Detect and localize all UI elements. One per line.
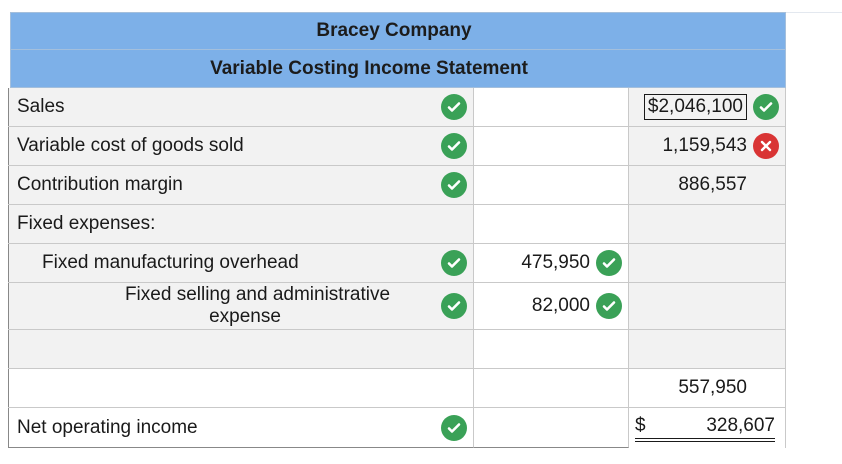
total-fixed-amount-cell: 557,950: [629, 369, 786, 407]
sales-label-cell[interactable]: Sales: [8, 88, 474, 126]
top-divider: [786, 12, 842, 13]
vcogs-amount-cell[interactable]: 1,159,543: [629, 127, 786, 165]
noi-mid-cell: [474, 408, 629, 448]
fmo-amount: 475,950: [521, 252, 590, 273]
fmo-right-cell: [629, 244, 786, 282]
noi-amount: 328,607: [706, 414, 775, 436]
fmo-amount-cell[interactable]: 475,950: [474, 244, 629, 282]
total-fixed-mid-cell: [474, 369, 629, 407]
statement-title: Variable Costing Income Statement: [10, 50, 786, 88]
noi-label: Net operating income: [17, 416, 198, 438]
row-fixed-selling-admin: Fixed selling and administrative expense…: [8, 283, 786, 330]
check-circle-icon: [596, 250, 622, 276]
blank-mid-cell[interactable]: [474, 330, 629, 368]
row-total-fixed: 557,950: [8, 369, 786, 408]
noi-currency: $: [635, 414, 646, 436]
fsa-amount: 82,000: [531, 295, 590, 316]
vcogs-label: Variable cost of goods sold: [17, 135, 244, 156]
check-circle-icon: [441, 94, 467, 120]
fsa-amount-cell[interactable]: 82,000: [474, 283, 629, 329]
fmo-label: Fixed manufacturing overhead: [42, 252, 299, 273]
sales-amount: $2,046,100: [643, 94, 747, 120]
cm-amount: 886,557: [678, 174, 747, 195]
row-fixed-expenses: Fixed expenses:: [8, 205, 786, 244]
fsa-label-cell[interactable]: Fixed selling and administrative expense: [8, 283, 474, 329]
row-variable-cogs: Variable cost of goods sold 1,159,543: [8, 127, 786, 166]
fixed-right-cell: [629, 205, 786, 243]
check-circle-icon: [441, 293, 467, 319]
sales-label: Sales: [17, 96, 65, 117]
fsa-label-line2: expense: [209, 306, 281, 327]
noi-amount-cell: $ 328,607: [629, 408, 786, 448]
blank-right-cell[interactable]: [629, 330, 786, 368]
row-blank: [8, 330, 786, 369]
noi-total-box: $ 328,607: [635, 415, 775, 442]
income-statement: Bracey Company Variable Costing Income S…: [8, 12, 786, 448]
row-net-operating-income: Net operating income $ 328,607: [8, 408, 786, 448]
fmo-label-cell[interactable]: Fixed manufacturing overhead: [8, 244, 474, 282]
cm-amount-cell: 886,557: [629, 166, 786, 204]
x-circle-icon: [753, 133, 779, 159]
fsa-right-cell: [629, 283, 786, 329]
cm-label: Contribution margin: [17, 174, 183, 195]
cm-label-cell[interactable]: Contribution margin: [8, 166, 474, 204]
vcogs-amount: 1,159,543: [662, 135, 747, 156]
noi-label-cell[interactable]: Net operating income: [8, 408, 474, 448]
blank-label-cell[interactable]: [8, 330, 474, 368]
row-sales: Sales $2,046,100: [8, 88, 786, 127]
fsa-label-line1: Fixed selling and administrative: [124, 284, 391, 305]
check-circle-icon: [441, 414, 467, 441]
fixed-expenses-label: Fixed expenses:: [17, 213, 156, 234]
fixed-mid-cell: [474, 205, 629, 243]
sales-amount-cell[interactable]: $2,046,100: [629, 88, 786, 126]
row-fixed-mfg-overhead: Fixed manufacturing overhead 475,950: [8, 244, 786, 283]
check-circle-icon: [753, 94, 779, 120]
fixed-label-cell: Fixed expenses:: [8, 205, 474, 243]
vcogs-mid-cell[interactable]: [474, 127, 629, 165]
total-fixed-amount: 557,950: [678, 377, 747, 398]
check-circle-icon: [441, 133, 467, 159]
cm-mid-cell: [474, 166, 629, 204]
total-fixed-label-cell[interactable]: [8, 369, 474, 407]
check-circle-icon: [596, 293, 622, 319]
company-name: Bracey Company: [10, 12, 786, 50]
row-contribution-margin: Contribution margin 886,557: [8, 166, 786, 205]
sales-mid-cell[interactable]: [474, 88, 629, 126]
check-circle-icon: [441, 172, 467, 198]
check-circle-icon: [441, 250, 467, 276]
vcogs-label-cell[interactable]: Variable cost of goods sold: [8, 127, 474, 165]
